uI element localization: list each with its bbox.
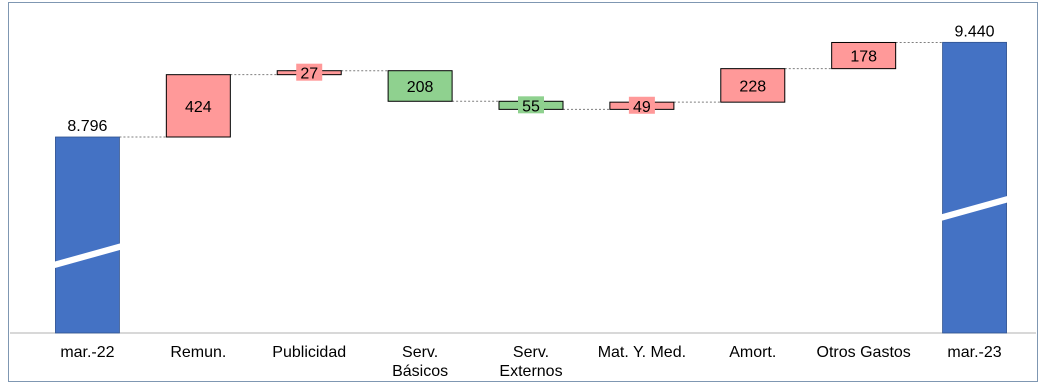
- x-tick-label: Externos: [499, 363, 562, 380]
- data-label: 9.440: [955, 23, 995, 40]
- data-label: 8.796: [67, 118, 107, 135]
- data-label: 228: [739, 78, 766, 95]
- data-label: 424: [185, 99, 212, 116]
- x-tick-label: mar.-22: [60, 344, 114, 361]
- x-tick-label: Otros Gastos: [817, 344, 911, 361]
- x-tick-label: Básicos: [392, 363, 448, 380]
- data-label-background: [296, 63, 323, 81]
- data-label: 49: [633, 99, 651, 116]
- increase-bar: [831, 41, 897, 70]
- total-bar: [942, 41, 1007, 334]
- x-tick-label: Mat. Y. Med.: [598, 344, 686, 361]
- x-tick-label: mar.-23: [947, 344, 1001, 361]
- x-tick-label: Publicidad: [272, 344, 346, 361]
- axis-break-line: [938, 195, 1011, 217]
- x-tick-label: Amort.: [729, 344, 776, 361]
- increase-bar: [165, 74, 231, 138]
- decrease-bar: [387, 70, 453, 102]
- increase-bar: [720, 68, 786, 103]
- data-label: 208: [407, 79, 434, 96]
- data-label-background: [628, 96, 655, 114]
- data-label: 27: [300, 66, 318, 83]
- axis-break-gap: [938, 195, 1011, 222]
- axis-break-gap: [51, 243, 124, 269]
- data-label: 178: [850, 49, 877, 66]
- x-tick-label: Serv.: [513, 344, 549, 361]
- data-label: 55: [522, 98, 540, 115]
- x-tick-label: Remun.: [170, 344, 226, 361]
- x-tick-label: Serv.: [402, 344, 438, 361]
- data-label-background: [518, 96, 544, 114]
- total-bar: [55, 136, 120, 334]
- axis-break-line: [51, 242, 124, 264]
